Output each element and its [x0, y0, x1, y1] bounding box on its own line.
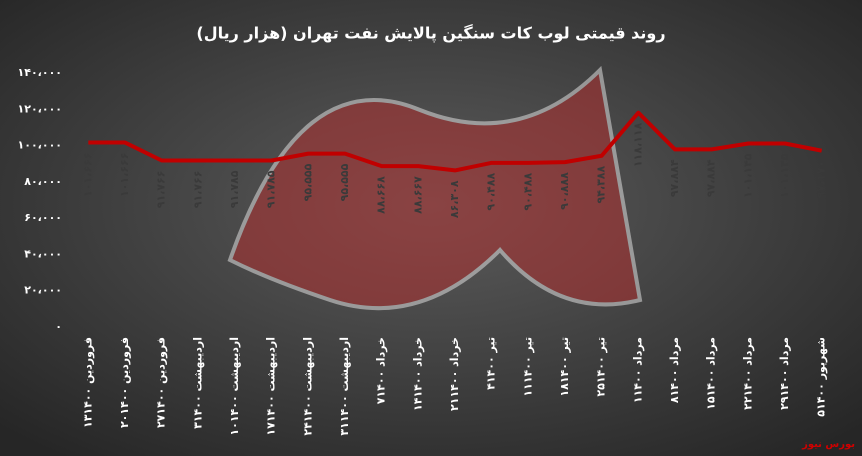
y-tick-label: ۸۰،۰۰۰ — [24, 175, 62, 188]
data-label: ۹۱،۷۸۵ — [228, 170, 241, 208]
x-tick-label: ۳اردیبهشت ۱۴۰۰ — [191, 337, 204, 429]
data-label: ۸۸،۶۶۷ — [411, 176, 424, 214]
data-label: ۹۱،۷۶۶ — [191, 171, 204, 209]
x-tick-label: ۱۷اردیبهشت ۱۴۰۰ — [265, 337, 278, 436]
y-tick-label: ۱۲۰،۰۰۰ — [18, 102, 62, 115]
x-tick-label: ۲۵تیر ۱۴۰۰ — [595, 337, 608, 397]
x-tick-label: ۱مرداد ۱۴۰۰ — [631, 337, 644, 403]
data-label: ۱۰۱،۱۴۵ — [741, 153, 754, 198]
x-tick-label: ۱۱تیر ۱۴۰۰ — [521, 337, 534, 397]
data-label: ۹۰،۸۸۸ — [558, 172, 571, 210]
x-tick-label: ۳۱اردیبهشت ۱۴۰۰ — [338, 337, 351, 436]
x-tick-label: ۸مرداد ۱۴۰۰ — [668, 337, 681, 403]
source: بورس نیوز — [801, 439, 855, 450]
y-tick-label: ۴۰،۰۰۰ — [24, 247, 62, 260]
x-tick-label: ۲۰فروردین ۱۴۰۰ — [118, 337, 131, 428]
x-tick-label: ۱۵مرداد ۱۴۰۰ — [705, 337, 718, 410]
line — [88, 110, 823, 173]
y-tick-label: ۶۰،۰۰۰ — [24, 211, 62, 224]
data-label: ۱۰۱،۶۶۶ — [118, 153, 131, 197]
chart-title: روند قیمتی لوب کات سنگین پالایش نفت تهرا… — [196, 24, 665, 44]
y-tick-label: ۱۴۰،۰۰۰ — [18, 66, 62, 79]
x-tick-label: ۴تیر ۱۴۰۰ — [485, 337, 498, 390]
data-label: ۹۰،۴۸۸ — [521, 173, 534, 211]
data-label: ۸۸،۶۶۸ — [375, 176, 388, 214]
x-tick-label: ۱۳فروردین ۱۴۰۰ — [81, 337, 94, 428]
x-tick-label: ۷خرداد ۱۴۰۰ — [375, 337, 388, 404]
data-label: ۹۱،۷۶۶ — [155, 171, 168, 209]
data-label: ۹۷،۸۸۴ — [668, 159, 681, 197]
watermark — [227, 65, 643, 311]
x-tick-label: ۱۸تیر ۱۴۰۰ — [558, 337, 571, 397]
x-tick-label: ۱۴خرداد ۱۴۰۰ — [411, 337, 424, 411]
data-label: ۹۷،۸۸۴ — [705, 159, 718, 197]
y-tick-label: ۱۰۰،۰۰۰ — [18, 139, 62, 152]
x-tick-label: ۲۴اردیبهشت ۱۴۰۰ — [301, 337, 314, 436]
data-label: ۹۵،۵۵۵ — [301, 163, 314, 201]
x-tick-label: ۲۹مرداد ۱۴۰۰ — [778, 337, 791, 410]
x-tick-label: ۵شهریور ۱۴۰۰ — [815, 337, 828, 417]
x-tick-label: ۱۰اردیبهشت ۱۴۰۰ — [228, 337, 241, 436]
x-tick-label: ۲۷فروردین ۱۴۰۰ — [155, 337, 168, 428]
data-label: ۱۱۸،۱۱۸ — [631, 122, 644, 167]
x-tick-label: ۲۲مرداد ۱۴۰۰ — [741, 337, 754, 410]
data-label: ۹۷،۱۷۰ — [815, 161, 828, 199]
data-label: ۱۰۱،۱۴۵ — [778, 153, 791, 198]
data-label: ۹۰،۴۸۸ — [485, 173, 498, 211]
y-tick-label: ۰ — [55, 320, 62, 333]
data-label: ۸۶،۳۰۸ — [448, 180, 461, 218]
data-label: ۱۰۱،۶۶۶ — [81, 153, 94, 197]
data-label: ۹۱،۷۸۵ — [265, 170, 278, 208]
x-tick-label: ۲۱خرداد ۱۴۰۰ — [448, 337, 461, 411]
data-label: ۹۵،۵۵۵ — [338, 163, 351, 201]
data-label: ۹۴،۳۸۸ — [595, 165, 608, 203]
y-tick-label: ۲۰،۰۰۰ — [24, 284, 62, 297]
